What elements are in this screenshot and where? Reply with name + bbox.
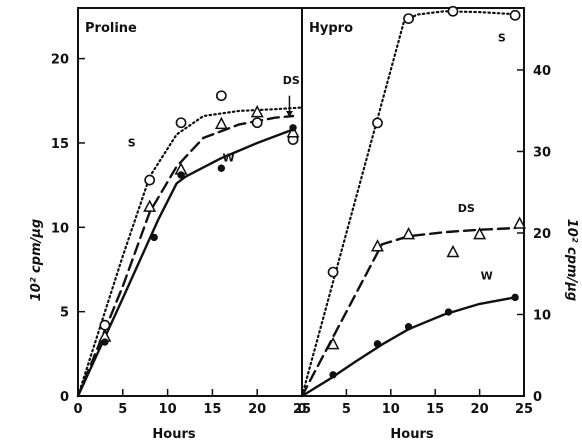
- hypro-x-tick-label: 25: [515, 402, 533, 417]
- proline-series-label-ds: DS: [283, 74, 300, 87]
- hypro-curve-ds: [300, 226, 517, 398]
- proline-point-w: [289, 124, 297, 132]
- proline-point-w: [177, 171, 185, 179]
- proline-point-w: [217, 164, 226, 172]
- proline-point-ds: [143, 199, 157, 212]
- proline-panel-title: Proline: [85, 21, 137, 36]
- hypro-y-tick-label: 40: [533, 64, 551, 79]
- hypro-plot-frame: [301, 7, 525, 397]
- hypro-point-s: [403, 13, 414, 24]
- hypro-point-w: [404, 323, 413, 331]
- hypro-point-s: [509, 9, 521, 21]
- hypro-y-tick-label: 20: [533, 227, 551, 242]
- proline-point-ds: [214, 116, 228, 130]
- hypro-x-axis-title: Hours: [390, 427, 433, 442]
- proline-x-tick-label: 15: [203, 402, 221, 417]
- proline-ds-arrowhead: [285, 110, 293, 117]
- hypro-panel: Hypro Hours 10² cpm/µg 0 5 10 15 20 250102030…: [297, 5, 579, 442]
- proline-x-axis-title: Hours: [152, 427, 195, 442]
- hypro-panel-title: Hypro: [309, 21, 353, 36]
- proline-point-s: [215, 90, 227, 102]
- hypro-y-tick-label: 10: [533, 308, 551, 323]
- hypro-point-ds: [513, 216, 527, 229]
- proline-x-tick-label: 5: [118, 402, 127, 417]
- hypro-x-tick-label: 10: [382, 402, 400, 417]
- proline-point-w: [150, 233, 158, 242]
- hypro-series-label-ds: DS: [458, 202, 475, 215]
- hypro-y-tick-label: 30: [533, 145, 551, 160]
- proline-point-ds: [250, 104, 264, 118]
- hypro-point-s: [327, 266, 339, 278]
- proline-curve-ds: [76, 114, 295, 398]
- proline-point-s: [251, 117, 263, 129]
- proline-point-s: [99, 319, 111, 331]
- hypro-x-tick-label: 15: [426, 402, 444, 417]
- proline-x-tick-label: 10: [159, 402, 177, 417]
- hypro-point-w: [373, 340, 382, 348]
- hypro-point-w: [329, 371, 337, 379]
- hypro-point-ds: [370, 239, 384, 252]
- proline-curve-s: [76, 106, 304, 398]
- proline-y-axis-title: 10² cpm/µg: [29, 219, 44, 302]
- hypro-x-tick-label: 20: [471, 402, 489, 417]
- proline-y-tick-label: 0: [60, 390, 69, 405]
- hypro-y-axis-title: 10² cpm/µg: [564, 219, 579, 302]
- hypro-x-tick-label: 5: [342, 402, 351, 417]
- proline-point-ds: [286, 125, 300, 138]
- hypro-point-ds: [402, 226, 416, 240]
- proline-x-tick-label: 25: [293, 402, 311, 417]
- proline-point-s: [144, 174, 156, 186]
- proline-x-tick-label: 0: [73, 402, 82, 417]
- hypro-series-label-w: W: [481, 269, 493, 282]
- hypro-point-w: [444, 308, 453, 316]
- proline-x-tick-label: 20: [248, 402, 266, 417]
- hypro-point-ds: [446, 244, 460, 258]
- hypro-point-ds: [473, 226, 487, 240]
- proline-y-tick-label: 20: [51, 53, 69, 68]
- hypro-point-ds: [326, 336, 340, 350]
- proline-y-tick-label: 5: [60, 306, 69, 321]
- proline-y-tick-label: 10: [51, 221, 69, 236]
- hypro-x-tick-label: 0: [297, 402, 306, 417]
- hypro-point-s: [372, 117, 383, 129]
- hypro-point-w: [511, 293, 519, 302]
- proline-series-label-w: W: [222, 152, 234, 165]
- hypro-series-label-s: S: [498, 31, 506, 44]
- proline-y-tick-label: 15: [51, 137, 69, 152]
- proline-plot-frame: [77, 7, 303, 397]
- proline-point-w: [101, 338, 109, 346]
- proline-point-s: [175, 117, 187, 129]
- proline-curve-w: [76, 128, 295, 398]
- hypro-y-tick-label: 0: [533, 390, 542, 405]
- proline-panel: Proline Hours 10² cpm/µg 0 5 10 15 20 2505101…: [29, 7, 311, 442]
- hypro-curve-s: [300, 10, 521, 398]
- hypro-point-s: [447, 5, 459, 17]
- proline-series-label-s: S: [128, 136, 136, 149]
